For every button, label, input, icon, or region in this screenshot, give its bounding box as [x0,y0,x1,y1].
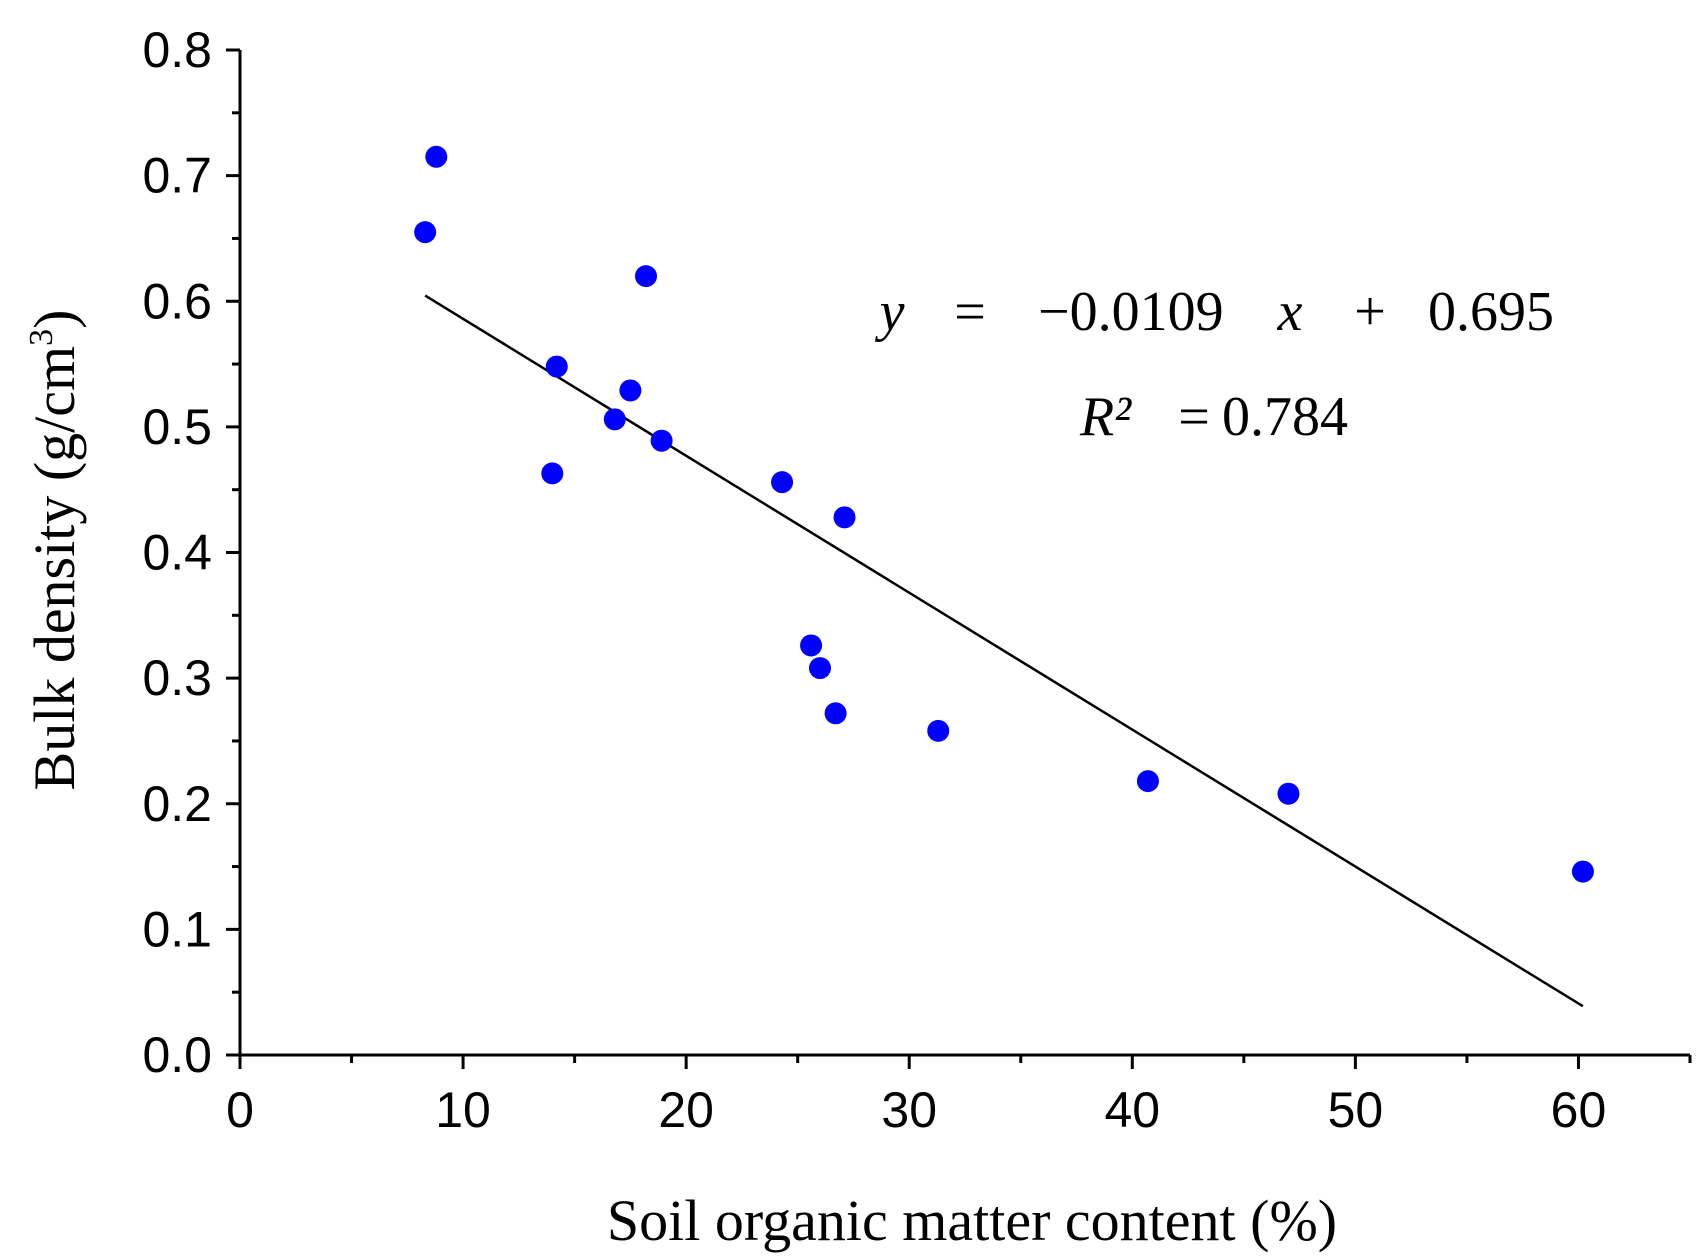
data-point [619,379,642,402]
y-axis-title-main: Bulk density (g/cm [22,346,87,791]
y-axis-title: Bulk density (g/cm3) [22,310,87,791]
y-tick-label: 0.0 [142,1027,212,1083]
y-tick-label: 0.8 [142,22,212,78]
data-point [650,429,673,452]
data-point [809,657,831,680]
data-point [824,702,847,725]
x-tick-label: 10 [435,1082,491,1138]
y-tick-label: 0.5 [142,399,212,455]
x-tick-label: 40 [1104,1082,1160,1138]
y-axis-title-close: ) [22,310,87,329]
y-tick-label: 0.1 [142,901,212,957]
r2-value: 0.784 [1222,386,1348,448]
data-point [1277,782,1300,805]
eq-x: x [1277,281,1303,343]
x-axis-title: Soil organic matter content (%) [607,1188,1337,1253]
x-tick-label: 50 [1328,1082,1384,1138]
data-point [545,355,568,378]
eq-plus: + [1354,281,1386,343]
y-tick-label: 0.4 [142,525,212,581]
data-point [927,719,950,742]
regression-equation: y = −0.0109 x + 0.695 [875,281,1554,343]
r2-label: R² [1079,386,1132,448]
data-point [1571,860,1594,883]
y-tick-label: 0.6 [142,273,212,329]
x-tick-label: 60 [1551,1082,1607,1138]
data-point [414,221,437,244]
data-point [603,408,626,431]
x-tick-label: 30 [881,1082,937,1138]
x-tick-label: 0 [226,1082,254,1138]
eq-y: y [875,281,905,343]
r-squared: R² = 0.784 [1079,386,1348,448]
data-point [1136,770,1159,793]
data-point [771,471,794,494]
y-ticks: 0.0 0.1 0.2 0.3 0.4 0.5 0.6 0.7 0.8 [142,22,240,1083]
eq-coefficient: −0.0109 [1038,281,1224,343]
axes [238,50,1690,1057]
eq-constant: 0.695 [1428,281,1554,343]
y-tick-label: 0.3 [142,650,212,706]
y-tick-label: 0.2 [142,776,212,832]
fit-line-group [424,294,1584,1008]
x-tick-label: 20 [658,1082,714,1138]
data-point [800,634,823,657]
data-point [541,462,564,485]
x-ticks: 0 10 20 30 40 50 60 [226,1055,1692,1138]
y-tick-label: 0.7 [142,148,212,204]
data-point [425,145,448,168]
r2-equals: = [1178,386,1210,448]
eq-equals: = [954,281,986,343]
y-axis-title-sup: 3 [23,329,60,346]
fit-line [424,294,1584,1008]
data-point [833,506,856,529]
data-point [635,265,657,288]
data-points [414,145,1594,883]
